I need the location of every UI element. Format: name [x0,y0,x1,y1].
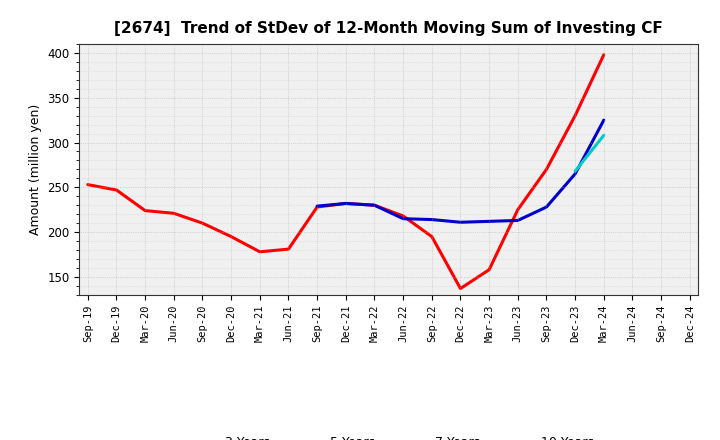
3 Years [169,211,178,216]
3 Years [312,204,321,210]
5 Years [485,219,493,224]
Y-axis label: Amount (million yen): Amount (million yen) [29,104,42,235]
Line: 7 Years: 7 Years [575,136,604,171]
3 Years [542,167,551,172]
3 Years [513,207,522,213]
5 Years [542,204,551,210]
Line: 5 Years: 5 Years [317,120,604,222]
5 Years [341,201,350,206]
7 Years [600,133,608,138]
3 Years [370,202,379,208]
3 Years [256,249,264,254]
7 Years [571,169,580,174]
5 Years [456,220,465,225]
3 Years [428,234,436,239]
3 Years [141,208,150,213]
Title: [2674]  Trend of StDev of 12-Month Moving Sum of Investing CF: [2674] Trend of StDev of 12-Month Moving… [114,21,663,36]
5 Years [312,203,321,209]
3 Years [198,220,207,226]
5 Years [513,218,522,223]
3 Years [341,201,350,206]
5 Years [428,217,436,222]
3 Years [485,267,493,272]
3 Years [399,213,408,219]
5 Years [370,202,379,208]
3 Years [571,113,580,118]
5 Years [600,117,608,123]
3 Years [112,187,121,193]
3 Years [284,246,293,252]
3 Years [456,286,465,291]
3 Years [84,182,92,187]
3 Years [227,234,235,239]
Legend: 3 Years, 5 Years, 7 Years, 10 Years: 3 Years, 5 Years, 7 Years, 10 Years [179,432,598,440]
5 Years [571,171,580,176]
5 Years [399,216,408,221]
3 Years [600,52,608,57]
Line: 3 Years: 3 Years [88,55,604,289]
